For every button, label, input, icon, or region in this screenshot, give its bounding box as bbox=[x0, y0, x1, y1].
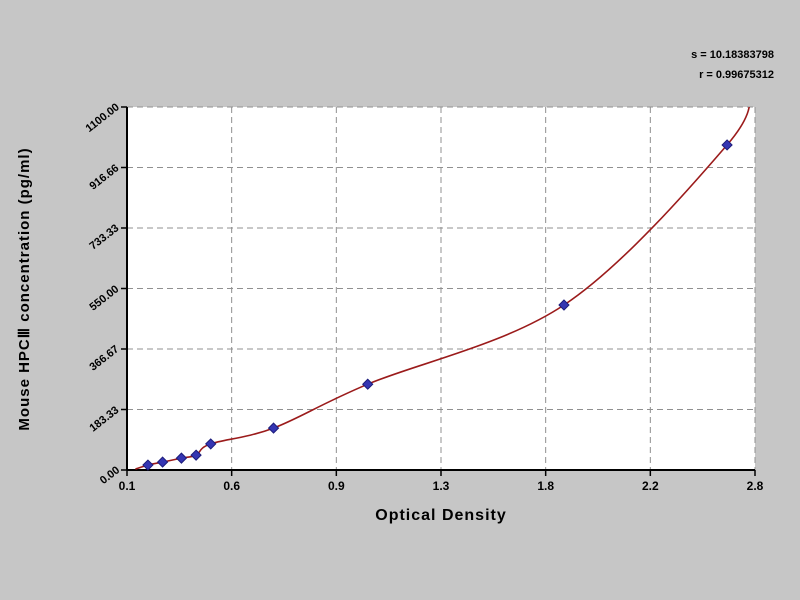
data-point bbox=[142, 459, 154, 471]
x-axis-title: Optical Density bbox=[375, 507, 507, 524]
x-tick-label: 0.9 bbox=[327, 479, 345, 493]
data-point bbox=[205, 438, 217, 450]
data-point bbox=[190, 449, 202, 461]
data-point bbox=[175, 452, 188, 464]
gridlines bbox=[127, 106, 756, 470]
stat-s-value: s = 10.18383798 bbox=[691, 49, 774, 61]
x-tick-label: 0.6 bbox=[223, 479, 240, 493]
data-point bbox=[558, 299, 570, 311]
data-point bbox=[362, 378, 374, 390]
data-point bbox=[267, 422, 280, 434]
x-tick-label: 1.3 bbox=[432, 479, 450, 493]
x-tick-label: 2.2 bbox=[641, 479, 659, 493]
tick-marks bbox=[121, 106, 756, 476]
x-tick-label: 1.8 bbox=[537, 479, 554, 493]
stat-r-value: r = 0.99675312 bbox=[699, 68, 774, 81]
data-point bbox=[156, 456, 169, 468]
x-tick-label: 2.8 bbox=[746, 479, 764, 493]
data-point bbox=[721, 139, 733, 151]
fit-statistics: s = 10.18383798 r = 0.99675312 bbox=[691, 46, 774, 86]
x-tick-label: 0.1 bbox=[118, 479, 136, 493]
data-points bbox=[142, 139, 733, 471]
y-axis-title: Mouse HPCⅢ concentration (pg/ml) bbox=[16, 147, 33, 431]
